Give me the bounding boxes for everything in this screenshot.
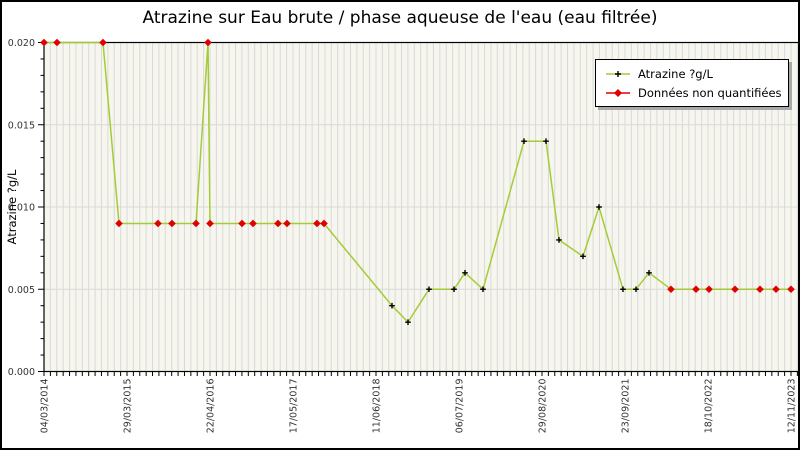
x-tick-label: 23/09/2021 [621, 379, 632, 434]
x-tick-label: 18/10/2022 [704, 379, 715, 434]
data-point-unquantified [692, 285, 700, 294]
data-point-quantified [580, 253, 586, 260]
data-point-quantified [405, 319, 411, 325]
data-point-unquantified [206, 219, 214, 228]
quantified-series-marker-icon [606, 71, 630, 78]
x-tick-label: 06/07/2019 [455, 379, 466, 434]
data-point-quantified [521, 138, 527, 144]
x-tick-label: 12/11/2023 [787, 379, 798, 434]
legend-label-unquantified: Données non quantifiées [638, 85, 782, 100]
data-point-unquantified [320, 219, 328, 228]
data-point-quantified [620, 286, 626, 293]
y-tick-label: 0.010 [8, 203, 35, 214]
data-point-unquantified [249, 219, 257, 228]
y-tick-label: 0.000 [8, 367, 35, 378]
data-point-quantified [646, 270, 652, 276]
x-tick-label: 29/08/2020 [538, 379, 549, 434]
data-point-unquantified [283, 219, 291, 228]
x-tick-label: 22/04/2016 [206, 379, 217, 434]
data-point-quantified [556, 237, 562, 243]
data-point-unquantified [40, 38, 48, 47]
legend: Atrazine ?g/L Données non quantifiées [595, 59, 789, 107]
data-point-unquantified [192, 219, 200, 228]
data-point-unquantified [274, 219, 282, 228]
data-point-unquantified [99, 38, 107, 47]
data-point-unquantified [53, 38, 61, 47]
data-point-quantified [480, 286, 486, 293]
data-point-quantified [633, 286, 639, 293]
data-point-unquantified [204, 38, 212, 47]
data-point-unquantified [667, 285, 675, 294]
data-point-unquantified [154, 219, 162, 228]
data-point-unquantified [238, 219, 246, 228]
data-point-unquantified [731, 285, 739, 294]
data-point-unquantified [115, 219, 123, 228]
data-point-quantified [462, 270, 468, 276]
data-point-unquantified [756, 285, 764, 294]
plot-border [43, 41, 798, 373]
y-tick-label: 0.020 [8, 38, 35, 49]
legend-item-unquantified: Données non quantifiées [605, 86, 782, 100]
data-point-unquantified [787, 285, 795, 294]
data-point-quantified [451, 286, 457, 293]
data-point-quantified [426, 286, 432, 293]
data-line [44, 41, 791, 324]
unquantified-series-marker-icon [606, 88, 630, 97]
data-point-unquantified [772, 285, 780, 294]
legend-label-quantified: Atrazine ?g/L [638, 67, 713, 82]
data-point-unquantified [705, 285, 713, 294]
data-point-unquantified [313, 219, 321, 228]
legend-item-quantified: Atrazine ?g/L [605, 67, 782, 81]
data-point-quantified [596, 204, 602, 210]
data-point-quantified [543, 138, 549, 144]
x-tick-label: 17/05/2017 [289, 379, 300, 434]
y-axis-title: Atrazine ?g/L [5, 169, 19, 244]
x-tick-label: 29/03/2015 [123, 379, 134, 434]
data-point-quantified [389, 302, 395, 309]
x-tick-label: 11/06/2018 [372, 379, 383, 434]
chart-title: Atrazine sur Eau brute / phase aqueuse d… [142, 8, 658, 28]
y-tick-label: 0.015 [8, 120, 35, 131]
x-tick-label: 04/03/2014 [40, 379, 51, 434]
y-tick-label: 0.005 [8, 285, 35, 296]
data-point-unquantified [168, 219, 176, 228]
